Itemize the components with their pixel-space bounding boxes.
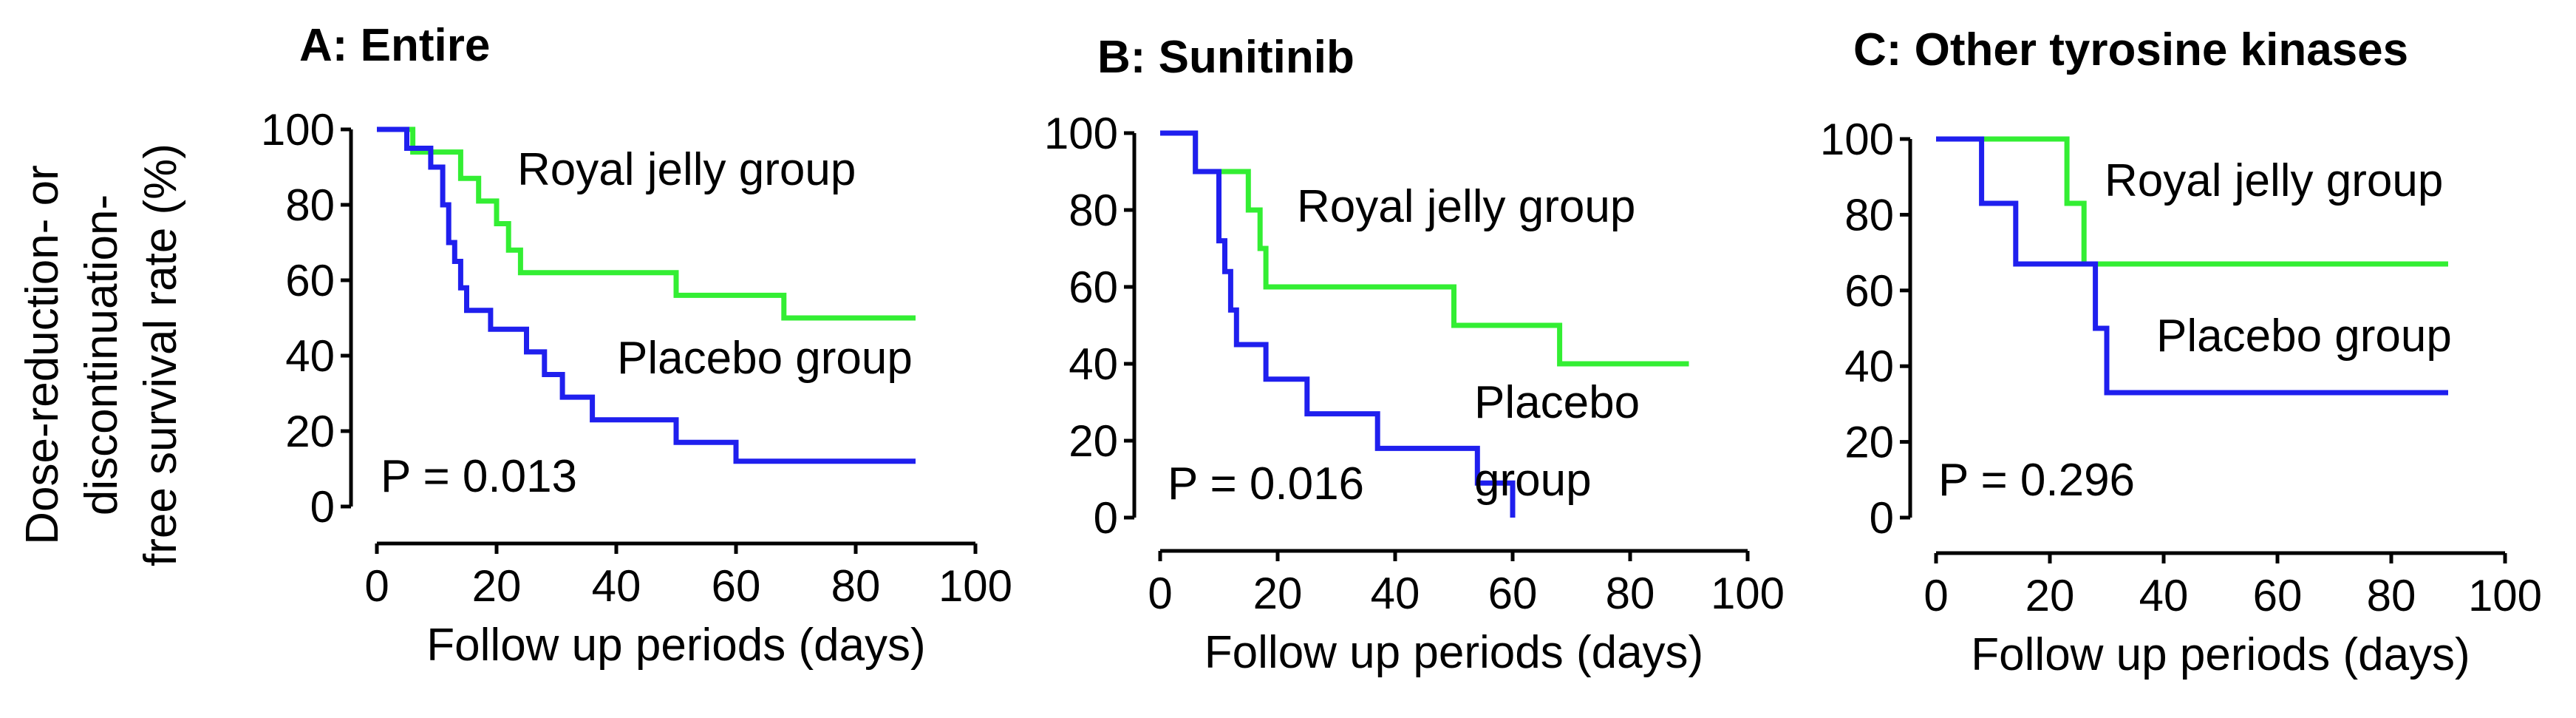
y-tick-label: 100 — [1044, 109, 1118, 158]
chart-title: B: Sunitinib — [1097, 32, 1355, 83]
chart-title: A: Entire — [299, 20, 490, 71]
placebo-label: Placebo group — [617, 333, 913, 384]
royal-jelly-survival-line — [1160, 130, 1689, 367]
y-tick-label: 100 — [261, 105, 335, 155]
y-tick-label: 60 — [285, 256, 335, 305]
y-axis-label-line-3: free survival rate (%) — [135, 143, 186, 566]
y-tick-label: 40 — [1069, 339, 1118, 389]
x-tick-label: 100 — [938, 561, 1012, 611]
x-tick-label: 60 — [1488, 569, 1538, 618]
placebo-label: Placebo — [1474, 377, 1640, 428]
royal-jelly-survival-line — [377, 126, 916, 321]
royal-jelly-label: Royal jelly group — [517, 144, 856, 195]
x-tick-label: 40 — [2139, 571, 2189, 620]
y-tick-label: 100 — [1820, 115, 1894, 164]
y-tick-label: 0 — [1094, 493, 1118, 543]
x-tick-label: 40 — [1371, 569, 1420, 618]
x-tick-label: 0 — [364, 561, 389, 611]
y-tick-label: 80 — [285, 180, 335, 230]
royal-jelly-label: Royal jelly group — [2105, 155, 2443, 206]
y-tick-label: 60 — [1069, 263, 1118, 312]
y-tick-label: 60 — [1844, 266, 1894, 316]
p-value-label: P = 0.296 — [1938, 455, 2135, 506]
x-tick-label: 80 — [1606, 569, 1655, 618]
x-axis-label: Follow up periods (days) — [1204, 627, 1703, 678]
placebo-label: Placebo group — [2156, 311, 2452, 362]
p-value-label: P = 0.013 — [381, 451, 577, 502]
y-tick-label: 0 — [310, 482, 335, 532]
x-tick-label: 0 — [1924, 571, 1948, 620]
x-tick-label: 100 — [2468, 571, 2542, 620]
royal-jelly-label: Royal jelly group — [1297, 181, 1635, 232]
placebo-survival-line — [1936, 136, 2448, 396]
x-tick-label: 100 — [1711, 569, 1785, 618]
x-tick-label: 20 — [2025, 571, 2075, 620]
royal-jelly-survival-line — [1936, 136, 2448, 267]
x-tick-label: 20 — [1253, 569, 1303, 618]
placebo-survival-line — [1160, 130, 1516, 518]
y-tick-label: 20 — [285, 407, 335, 456]
y-tick-label: 80 — [1844, 190, 1894, 240]
p-value-label: P = 0.016 — [1168, 458, 1364, 509]
x-tick-label: 80 — [2367, 571, 2416, 620]
x-tick-label: 60 — [712, 561, 761, 611]
y-tick-label: 40 — [1844, 342, 1894, 391]
y-tick-label: 0 — [1870, 493, 1894, 543]
chart-title: C: Other tyrosine kinases — [1853, 24, 2408, 75]
y-tick-label: 40 — [285, 331, 335, 381]
x-axis-label: Follow up periods (days) — [426, 620, 925, 671]
placebo-survival-line — [377, 126, 916, 464]
y-tick-label: 80 — [1069, 186, 1118, 235]
x-tick-label: 0 — [1148, 569, 1172, 618]
placebo-label: group — [1474, 455, 1592, 506]
chart-panel-a: A: Entire 0 20 40 60 80 100 0 20 40 60 80 100 Follow … — [261, 20, 1012, 671]
x-tick-label: 20 — [472, 561, 522, 611]
y-tick-label: 20 — [1844, 418, 1894, 467]
x-tick-label: 40 — [592, 561, 641, 611]
chart-panel-c: C: Other tyrosine kinases 0 20 40 60 80 100 0 20… — [1820, 24, 2542, 680]
y-axis-label: Dose-reduction- or discontinuation- free… — [17, 143, 186, 566]
x-axis-label: Follow up periods (days) — [1971, 629, 2470, 680]
x-tick-label: 60 — [2253, 571, 2303, 620]
y-tick-label: 20 — [1069, 416, 1118, 466]
x-tick-label: 80 — [831, 561, 881, 611]
y-axis-label-line-2: discontinuation- — [76, 194, 127, 515]
y-axis-label-line-1: Dose-reduction- or — [17, 165, 68, 544]
